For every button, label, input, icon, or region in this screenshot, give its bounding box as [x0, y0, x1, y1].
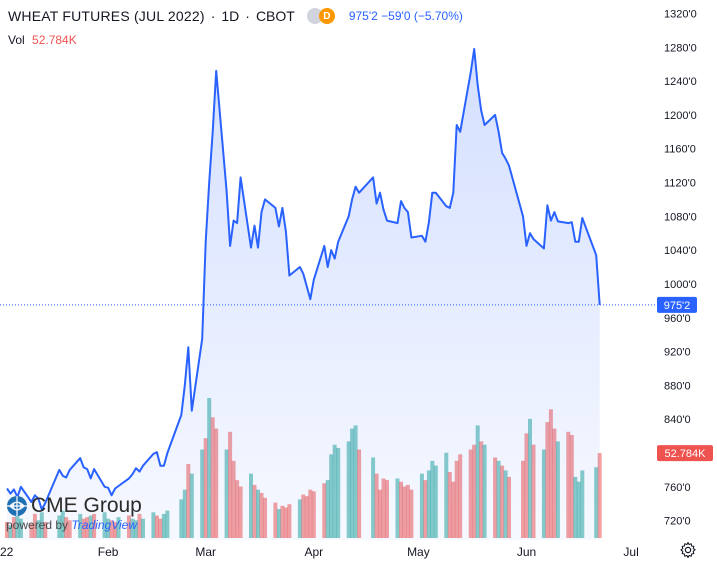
price-change: −59'0	[381, 9, 411, 23]
volume-tag: 52.784K	[657, 445, 713, 462]
y-tick-label: 1160'0	[664, 144, 696, 156]
chart-header[interactable]: WHEAT FUTURES (JUL 2022) · 1D · CBOT D 9…	[8, 8, 463, 24]
last-price-tag-label: 975'2	[664, 300, 691, 312]
powered-by: powered by TradingView	[6, 518, 142, 532]
y-tick-label: 880'0	[664, 380, 691, 392]
powered-by-label: powered by	[6, 518, 69, 532]
x-tick-label: May	[407, 545, 430, 559]
y-tick-label: 1320'0	[664, 9, 697, 21]
y-tick-label: 960'0	[664, 313, 691, 325]
x-tick-label: 2022	[0, 545, 14, 559]
x-axis[interactable]: 2022 Feb Mar Apr May Jun Jul	[0, 545, 639, 559]
volume-legend[interactable]: Vol 52.784K	[8, 33, 77, 47]
platform-name[interactable]: TradingView	[71, 518, 137, 532]
price-line-series[interactable]	[6, 48, 601, 511]
volume-legend-label: Vol	[8, 33, 25, 47]
market-status-badges[interactable]: D	[306, 8, 335, 24]
y-tick-label: 1040'0	[664, 245, 697, 257]
x-tick-label: Apr	[304, 545, 323, 559]
x-tick-label: Feb	[98, 545, 119, 559]
price-area-fill	[7, 49, 600, 540]
y-tick-label: 1240'0	[664, 76, 697, 88]
last-price-tag: 975'2	[657, 296, 697, 313]
exchange-label: CBOT	[255, 8, 295, 24]
header-separator: ·	[210, 8, 216, 24]
interval-label[interactable]: 1D	[221, 8, 240, 24]
y-tick-label: 1120'0	[664, 178, 696, 190]
cme-logo: CME Group	[6, 494, 142, 518]
y-tick-label: 1000'0	[664, 279, 697, 291]
gear-icon[interactable]	[679, 541, 697, 559]
last-price: 975'2	[348, 9, 378, 23]
volume-tag-bg	[657, 445, 713, 462]
y-tick-label: 840'0	[664, 414, 691, 426]
volume-legend-value: 52.784K	[32, 33, 77, 47]
y-tick-label: 920'0	[664, 347, 691, 359]
x-tick-label: Jun	[517, 545, 536, 559]
price-quote: 975'2 −59'0 (−5.70%)	[349, 9, 463, 23]
brand-name: CME Group	[31, 494, 142, 517]
y-tick-label: 1080'0	[664, 211, 697, 223]
delayed-data-badge[interactable]: D	[318, 8, 335, 24]
y-tick-label: 1280'0	[664, 42, 697, 54]
x-tick-label: Mar	[195, 545, 216, 559]
cme-globe-icon	[7, 496, 27, 516]
brand-watermark[interactable]: CME Group powered by TradingView	[6, 494, 142, 532]
last-price-tag-bg	[657, 296, 697, 313]
y-tick-label: 720'0	[664, 516, 691, 528]
price-change-percent: (−5.70%)	[413, 9, 463, 23]
header-separator: ·	[245, 8, 250, 24]
x-tick-label: Jul	[623, 545, 638, 559]
y-tick-label: 1200'0	[664, 110, 697, 122]
symbol-title[interactable]: WHEAT FUTURES (JUL 2022)	[8, 8, 205, 24]
y-tick-label: 760'0	[664, 482, 691, 494]
volume-tag-label: 52.784K	[665, 448, 707, 460]
